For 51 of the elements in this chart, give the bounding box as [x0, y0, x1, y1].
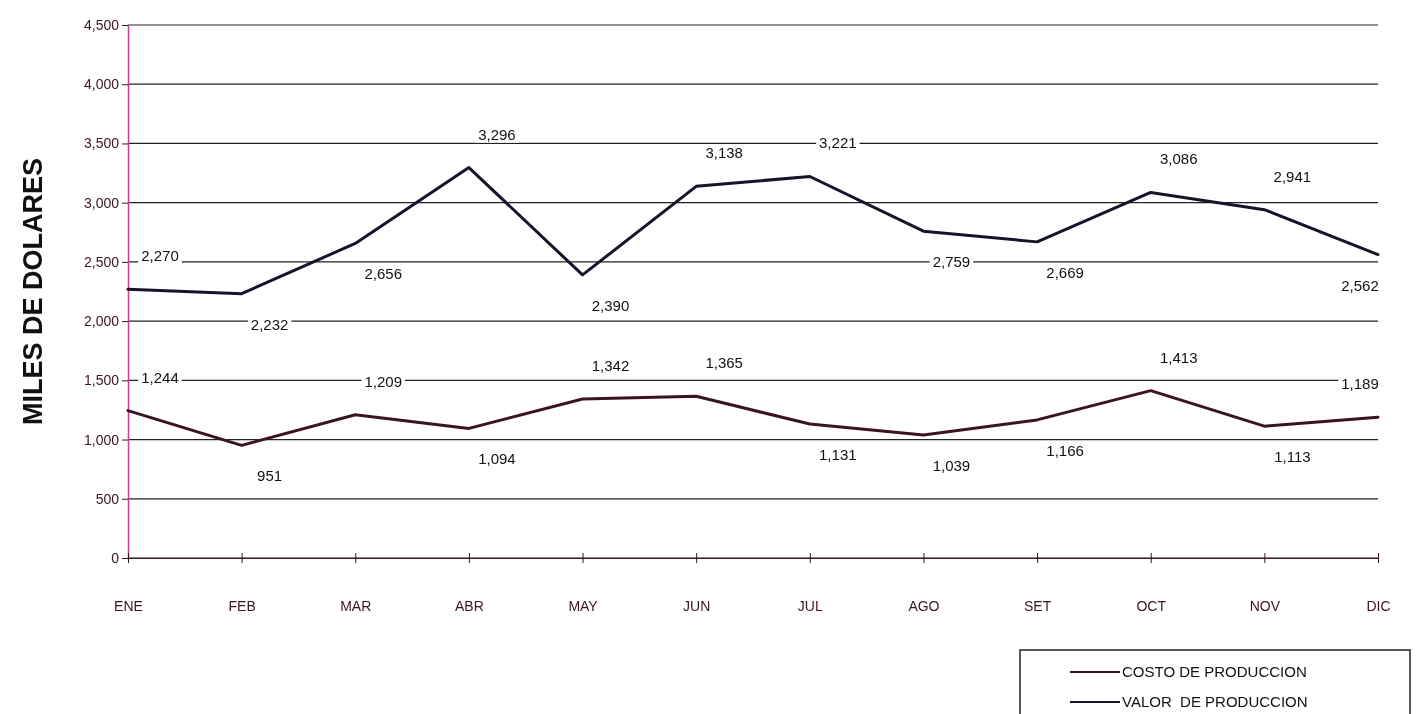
line-series — [126, 389, 1380, 447]
data-label: 1,131 — [819, 446, 857, 464]
data-label: 2,941 — [1273, 167, 1312, 185]
x-tick-label: DIC — [1366, 597, 1391, 614]
legend-label: COSTO DE PRODUCCION — [1122, 663, 1307, 680]
y-tick-label: 1,000 — [83, 431, 120, 448]
y-tick-label: 0 — [111, 549, 120, 566]
data-label: 1,189 — [1341, 375, 1379, 393]
data-label: 2,232 — [250, 315, 289, 333]
x-tick-label: OCT — [1136, 597, 1167, 614]
y-tick-label: 3,500 — [83, 135, 120, 152]
data-label: 1,039 — [932, 456, 971, 474]
x-tick-label: FEB — [228, 597, 256, 614]
legend-label: VALOR DE PRODUCCION — [1122, 693, 1308, 710]
data-label: 1,113 — [1274, 448, 1311, 466]
y-tick-label: 2,000 — [83, 313, 120, 330]
data-label: 1,413 — [1159, 348, 1198, 366]
y-tick-label: 3,000 — [83, 194, 120, 211]
data-label: 2,390 — [591, 296, 630, 314]
x-tick-label: ENE — [114, 597, 143, 614]
y-axis-title: MILES DE DOLARES — [18, 157, 48, 426]
data-label: 1,209 — [364, 372, 403, 390]
data-label: 1,094 — [478, 450, 516, 468]
y-tick-label: 4,000 — [83, 76, 120, 93]
y-tick-label: 1,500 — [83, 372, 120, 389]
x-tick-label: JUL — [797, 597, 823, 614]
data-label: 3,138 — [705, 144, 743, 162]
data-label: 951 — [257, 467, 283, 485]
y-tick-label: 4,500 — [83, 16, 120, 33]
data-label: 3,221 — [819, 134, 857, 152]
data-label: 2,669 — [1046, 263, 1084, 281]
x-tick-label: MAR — [340, 597, 372, 614]
y-tick-label: 2,500 — [83, 253, 120, 270]
x-tick-label: NOV — [1249, 597, 1281, 614]
data-label: 2,656 — [364, 265, 403, 283]
data-label: 1,166 — [1046, 441, 1084, 459]
data-label: 3,296 — [478, 125, 516, 143]
data-label: 1,244 — [141, 368, 179, 386]
line-series — [126, 166, 1380, 296]
x-tick-label: ABR — [455, 597, 484, 614]
data-label: 2,759 — [932, 253, 971, 271]
data-label: 2,562 — [1341, 276, 1379, 294]
data-label: 2,270 — [141, 247, 179, 265]
x-tick-label: JUN — [683, 597, 711, 614]
x-tick-label: AGO — [908, 597, 940, 614]
x-tick-label: MAY — [568, 597, 599, 614]
y-tick-label: 500 — [95, 490, 120, 507]
data-label: 1,365 — [705, 354, 743, 372]
data-label: 3,086 — [1159, 150, 1198, 168]
data-label: 1,342 — [591, 357, 630, 375]
x-tick-label: SET — [1023, 597, 1052, 614]
